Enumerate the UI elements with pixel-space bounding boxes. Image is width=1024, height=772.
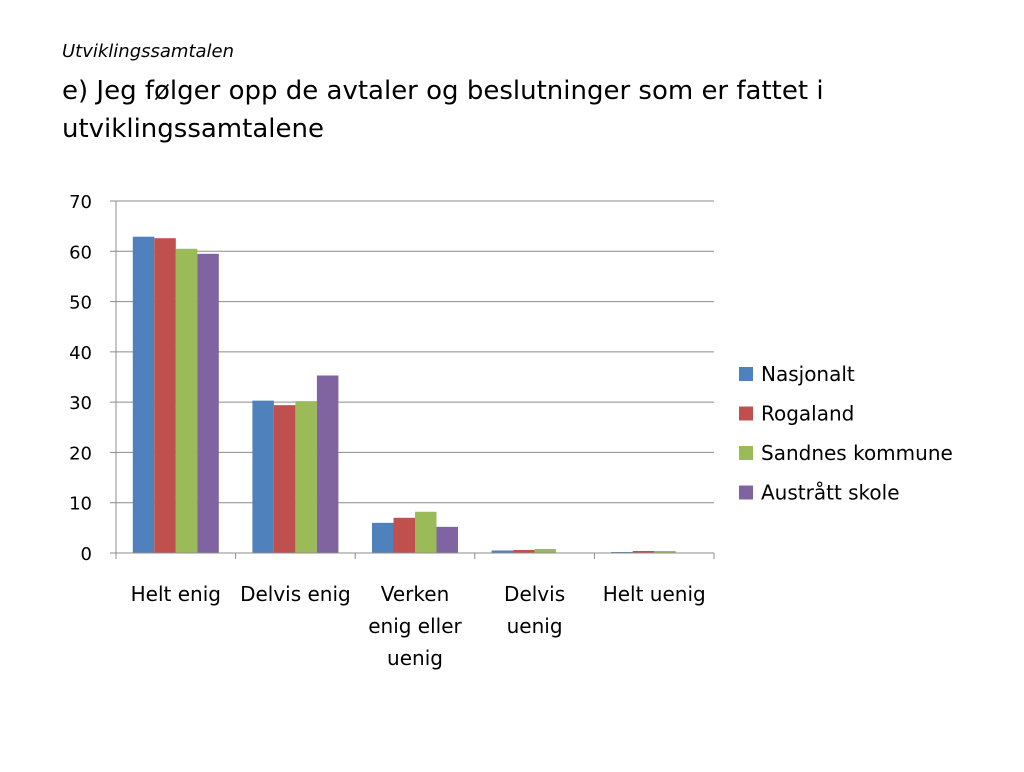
x-tick-label: Delvis enig xyxy=(240,582,351,606)
bar-nasjonalt xyxy=(372,522,394,553)
bar-nasjonalt xyxy=(611,551,633,553)
legend-label: Austrått skole xyxy=(761,481,900,505)
bar-austr-tt-skole xyxy=(197,253,219,554)
y-tick-label: 0 xyxy=(81,544,92,565)
slide-subtitle: Utviklingssamtalen xyxy=(62,41,235,62)
bar-austr-tt-skole xyxy=(436,526,458,553)
bar-austr-tt-skole xyxy=(316,375,339,553)
y-tick-labels: 0 10 20 30 40 50 60 70 xyxy=(69,192,92,565)
y-tick-label: 10 xyxy=(69,494,92,515)
y-tick-label: 60 xyxy=(69,242,92,263)
bar-sandnes-kommune xyxy=(534,548,557,553)
bar-rogaland xyxy=(632,550,655,553)
bar-nasjonalt xyxy=(252,400,274,553)
x-tick-label: Helt enig xyxy=(131,582,221,606)
legend-swatch xyxy=(739,367,753,381)
x-tick-label: uenig xyxy=(387,646,443,670)
bar-sandnes-kommune xyxy=(295,401,317,553)
bar-sandnes-kommune xyxy=(415,511,437,553)
bar-rogaland xyxy=(513,549,535,553)
y-tick-label: 70 xyxy=(69,192,92,213)
x-tick-label: uenig xyxy=(507,614,563,638)
bar-rogaland xyxy=(154,238,176,553)
x-tick-label: Verken xyxy=(381,582,450,606)
x-tick-labels: Helt enig Delvis enig Verken enig eller ueni… xyxy=(131,582,706,670)
legend-swatch xyxy=(739,485,753,500)
bar-nasjonalt xyxy=(491,550,514,553)
y-tick-label: 50 xyxy=(69,293,92,314)
bar-sandnes-kommune xyxy=(175,248,198,553)
bars xyxy=(132,236,676,554)
bar-sandnes-kommune xyxy=(654,550,676,553)
y-tick-label: 20 xyxy=(69,443,92,464)
slide-title: e) Jeg følger opp de avtaler og beslutni… xyxy=(62,76,824,144)
legend-label: Rogaland xyxy=(761,402,854,426)
bar-nasjonalt xyxy=(132,236,155,553)
x-tick-label: enig eller xyxy=(368,614,462,638)
legend-label: Nasjonalt xyxy=(761,362,855,386)
bar-rogaland xyxy=(273,405,296,553)
legend-swatch xyxy=(739,446,753,460)
axes xyxy=(110,200,715,559)
bar-rogaland xyxy=(393,517,415,553)
legend: Nasjonalt Rogaland Sandnes kommune Austrått… xyxy=(739,362,953,505)
x-tick-label: Delvis xyxy=(504,582,565,606)
x-tick-label: Helt uenig xyxy=(603,582,706,606)
legend-label: Sandnes kommune xyxy=(761,441,953,465)
legend-swatch xyxy=(739,406,753,421)
y-tick-label: 40 xyxy=(69,343,92,364)
y-tick-label: 30 xyxy=(69,393,92,414)
